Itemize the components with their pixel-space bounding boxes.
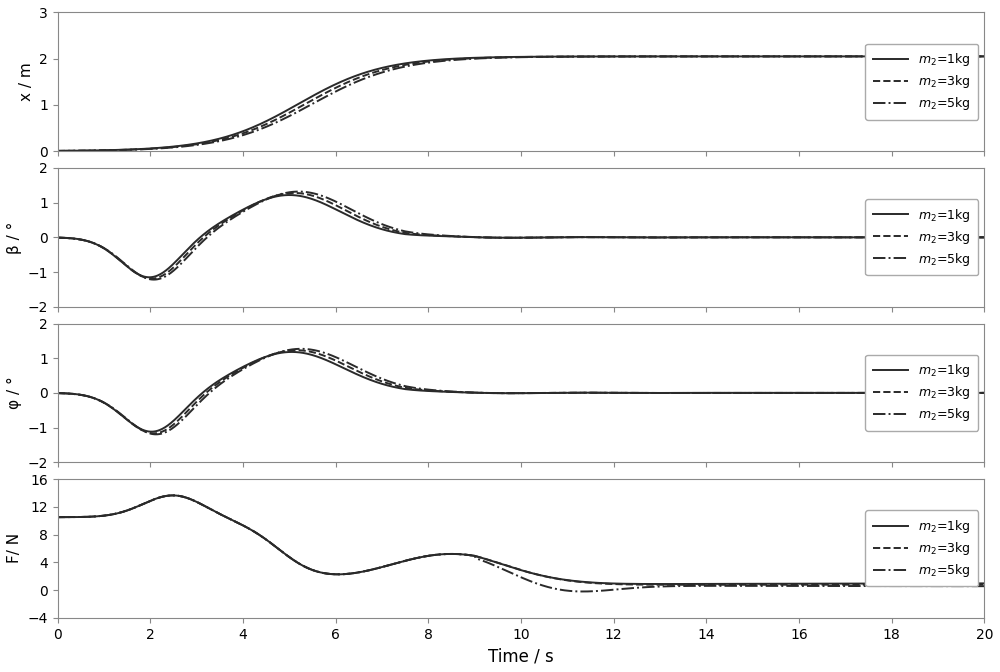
Legend: $m_2$=1kg, $m_2$=3kg, $m_2$=5kg: $m_2$=1kg, $m_2$=3kg, $m_2$=5kg xyxy=(865,355,978,431)
Legend: $m_2$=1kg, $m_2$=3kg, $m_2$=5kg: $m_2$=1kg, $m_2$=3kg, $m_2$=5kg xyxy=(865,44,978,120)
X-axis label: Time / s: Time / s xyxy=(488,647,554,665)
Legend: $m_2$=1kg, $m_2$=3kg, $m_2$=5kg: $m_2$=1kg, $m_2$=3kg, $m_2$=5kg xyxy=(865,200,978,276)
Y-axis label: β / °: β / ° xyxy=(7,221,22,253)
Y-axis label: φ / °: φ / ° xyxy=(7,376,22,409)
Legend: $m_2$=1kg, $m_2$=3kg, $m_2$=5kg: $m_2$=1kg, $m_2$=3kg, $m_2$=5kg xyxy=(865,511,978,587)
Y-axis label: x / m: x / m xyxy=(19,62,34,101)
Y-axis label: F/ N: F/ N xyxy=(7,534,22,563)
